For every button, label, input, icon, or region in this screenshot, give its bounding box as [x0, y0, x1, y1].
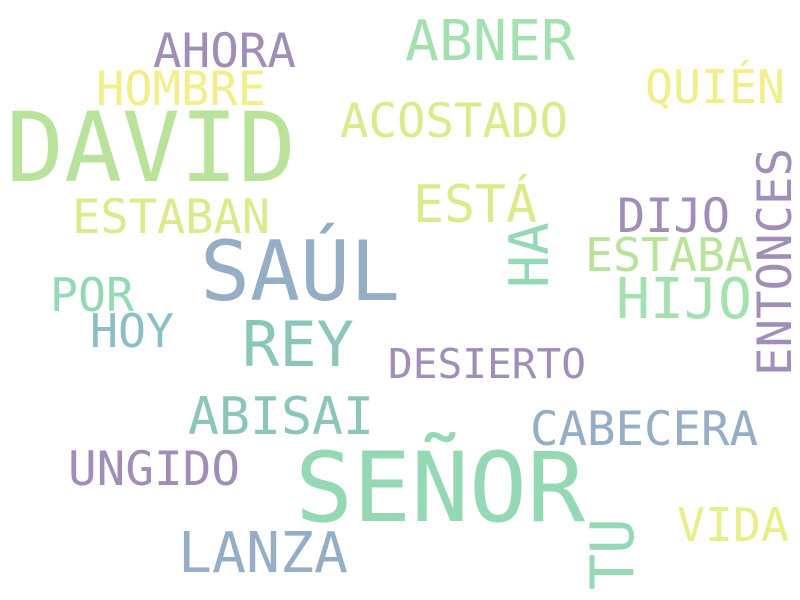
word-rey: REY — [242, 308, 354, 381]
word-esta: ESTÁ — [413, 175, 537, 235]
word-entonces: ENTONCES — [748, 148, 800, 376]
word-por: POR — [50, 268, 134, 322]
word-hoy: HOY — [90, 304, 175, 358]
word-quien: QUIÉN — [645, 60, 786, 114]
word-ahora: AHORA — [153, 24, 296, 79]
word-saul: SAÚL — [200, 223, 400, 320]
word-estaban: ESTABAN — [72, 190, 271, 245]
word-abisai: ABISAI — [188, 387, 374, 447]
word-ha: HA — [497, 222, 561, 288]
word-hijo: HIJO — [616, 267, 752, 332]
word-abner: ABNER — [405, 9, 575, 74]
word-cabecera: CABECERA — [530, 402, 758, 457]
word-lanza: LANZA — [178, 521, 348, 586]
word-david: DAVID — [6, 92, 296, 204]
word-ungido: UNGIDO — [68, 442, 240, 497]
word-senor: SEÑOR — [295, 432, 586, 544]
word-vida: VIDA — [677, 498, 789, 552]
word-dijo: DIJO — [617, 189, 730, 244]
word-estaba: ESTABA — [585, 228, 754, 282]
word-desierto: DESIERTO — [388, 340, 586, 388]
word-tu: TU — [578, 517, 648, 590]
word-acostado: ACOSTADO — [340, 94, 569, 149]
word-hombre: HOMBRE — [96, 62, 267, 117]
